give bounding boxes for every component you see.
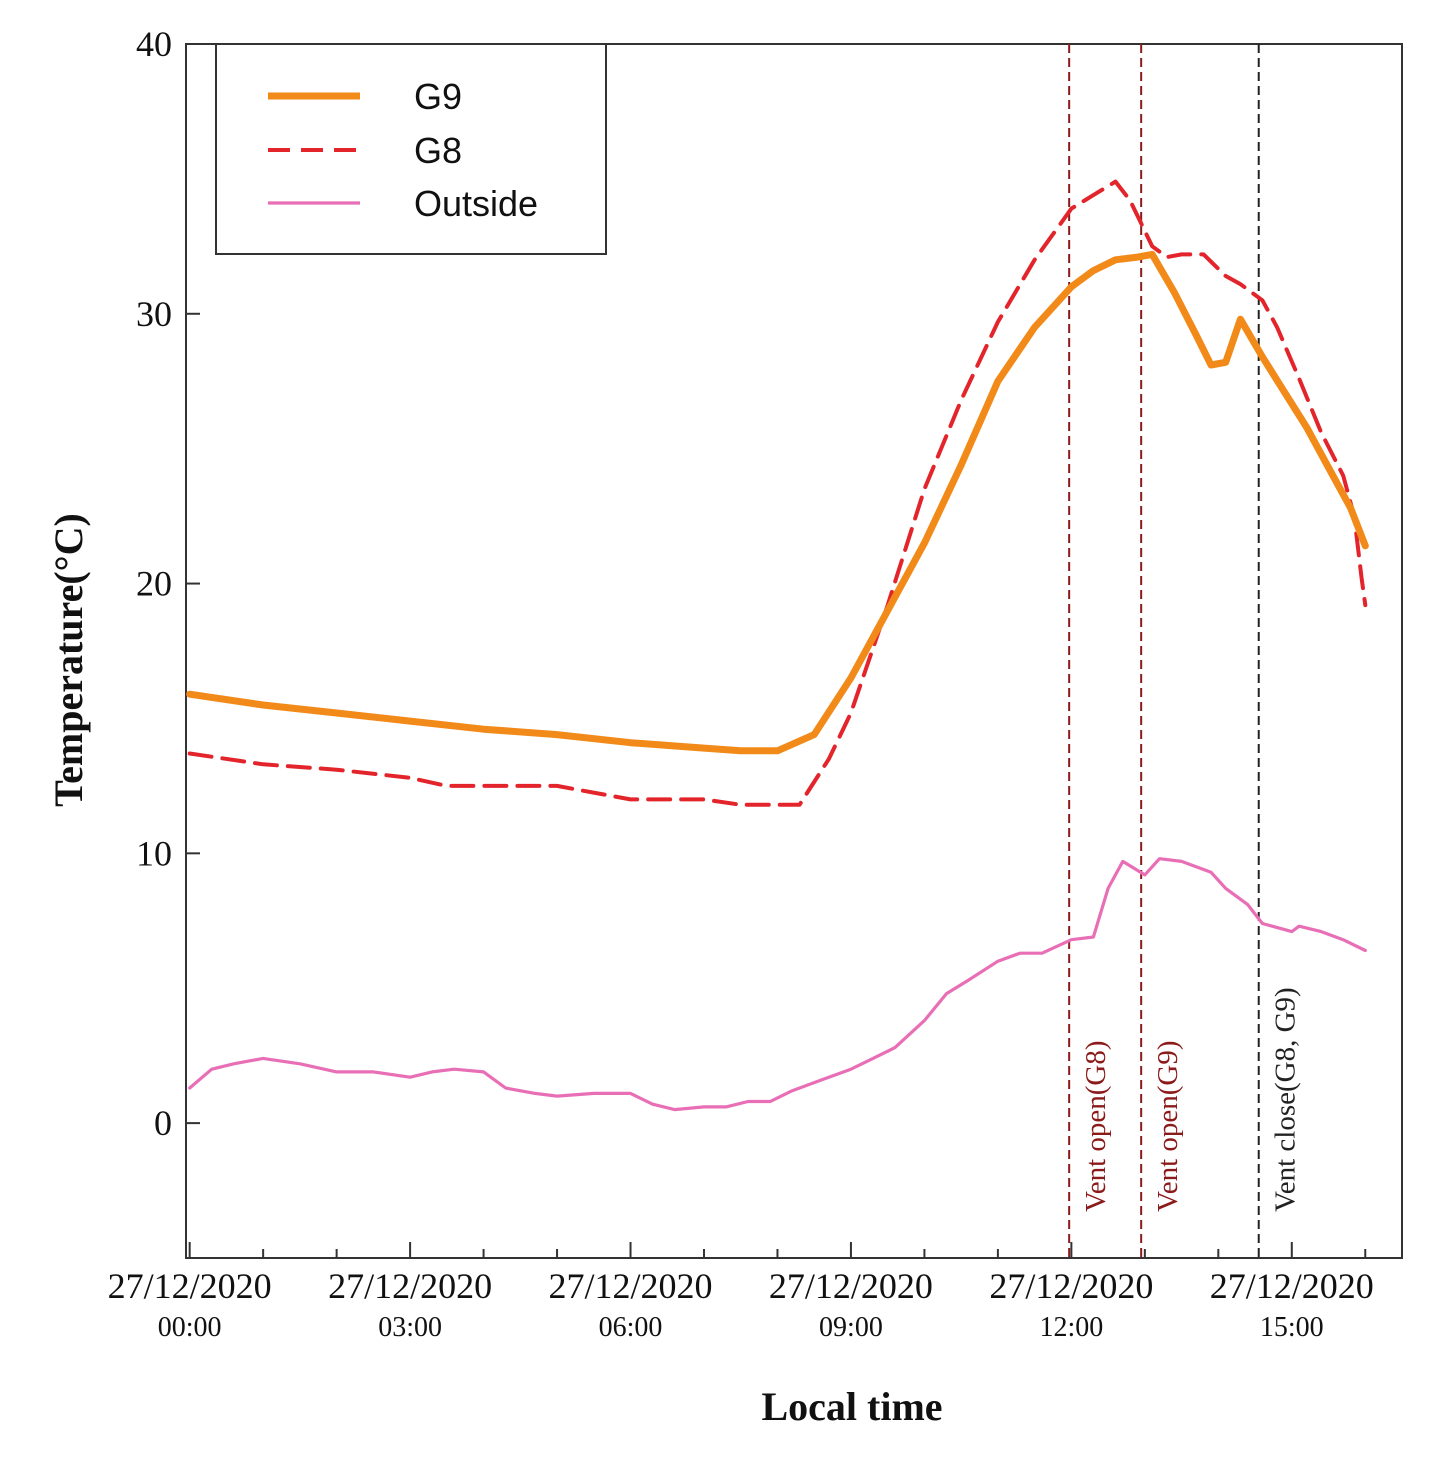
series-layer: [186, 179, 1369, 1112]
x-axis-title: Local time: [761, 1384, 942, 1429]
series-line-g8: [187, 179, 1368, 807]
y-tick-label: 30: [136, 294, 172, 334]
series-line-g9: [186, 250, 1369, 755]
vent-label: Vent close(G8, G9): [1270, 987, 1302, 1212]
y-tick-label: 10: [136, 833, 172, 873]
legend-label-g8: G8: [414, 130, 462, 171]
x-tick-label-time: 12:00: [1039, 1312, 1103, 1343]
x-tick-label-date: 27/12/2020: [328, 1266, 492, 1306]
x-tick-label-date: 27/12/2020: [549, 1266, 713, 1306]
x-tick-label-time: 09:00: [819, 1312, 883, 1343]
y-tick-label: 40: [136, 24, 172, 64]
x-tick-label-time: 06:00: [599, 1312, 663, 1343]
legend-label-outside: Outside: [414, 183, 538, 224]
plot-frame: [185, 43, 1403, 1259]
vent-label: Vent open(G8): [1080, 1040, 1112, 1212]
series-line-outside: [188, 857, 1367, 1112]
vent-annotations: Vent open(G8) Vent open(G9) Vent close(G8,…: [1068, 44, 1302, 1258]
x-tick-label-time: 03:00: [378, 1312, 442, 1343]
legend-label-g9: G9: [414, 76, 462, 117]
y-axis-title: Temperature(°C): [46, 513, 91, 807]
x-tick-label-time: 15:00: [1260, 1312, 1324, 1343]
x-tick-label-date: 27/12/2020: [1210, 1266, 1374, 1306]
x-tick-label-date: 27/12/2020: [769, 1266, 933, 1306]
x-tick-label-time: 00:00: [158, 1312, 222, 1343]
y-axis: 0 10 20 30 40: [136, 24, 200, 1143]
x-tick-label-date: 27/12/2020: [989, 1266, 1153, 1306]
vent-label: Vent open(G9): [1152, 1040, 1184, 1212]
y-tick-label: 0: [154, 1103, 172, 1143]
legend: G9 G8 Outside: [215, 43, 607, 255]
x-tick-label-date: 27/12/2020: [108, 1266, 272, 1306]
y-tick-label: 20: [136, 564, 172, 604]
x-axis: 27/12/2020 00:00 27/12/2020 03:00 27/12/2020…: [108, 1242, 1374, 1343]
